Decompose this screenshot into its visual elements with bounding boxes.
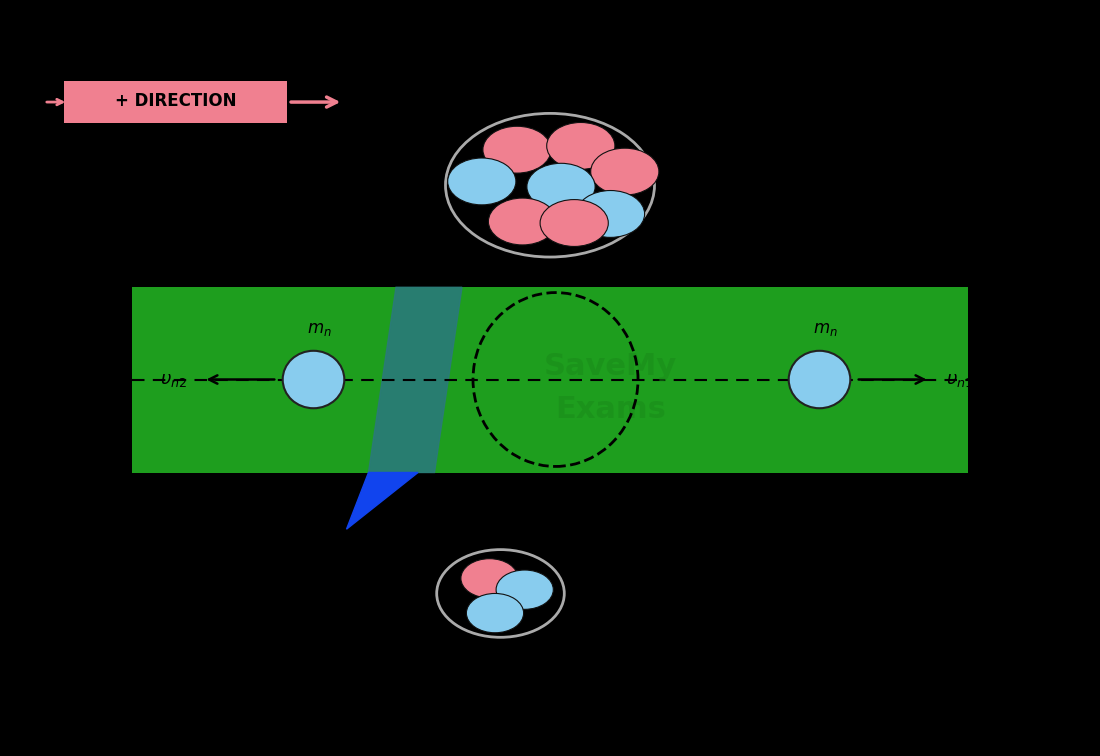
Circle shape — [461, 559, 518, 598]
Circle shape — [591, 148, 659, 195]
Circle shape — [547, 122, 615, 169]
Text: Exams: Exams — [556, 395, 666, 424]
Text: SaveMy: SaveMy — [543, 352, 678, 381]
Text: $m_n$: $m_n$ — [307, 320, 331, 338]
Circle shape — [446, 113, 654, 257]
Polygon shape — [368, 287, 462, 472]
Circle shape — [488, 198, 557, 245]
Text: + DIRECTION: + DIRECTION — [114, 91, 236, 110]
Text: $m_n$: $m_n$ — [813, 320, 837, 338]
Circle shape — [437, 550, 564, 637]
Circle shape — [496, 570, 553, 609]
Circle shape — [483, 126, 551, 173]
Circle shape — [576, 191, 645, 237]
Ellipse shape — [789, 351, 850, 408]
Text: $\upsilon_{n1}$: $\upsilon_{n1}$ — [946, 370, 974, 389]
Ellipse shape — [283, 351, 344, 408]
FancyBboxPatch shape — [132, 287, 968, 472]
Circle shape — [527, 163, 595, 210]
FancyBboxPatch shape — [64, 81, 287, 123]
Polygon shape — [346, 472, 418, 529]
Text: $\upsilon_{n2}$: $\upsilon_{n2}$ — [160, 370, 187, 389]
Circle shape — [466, 593, 524, 633]
Circle shape — [448, 158, 516, 205]
Circle shape — [540, 200, 608, 246]
